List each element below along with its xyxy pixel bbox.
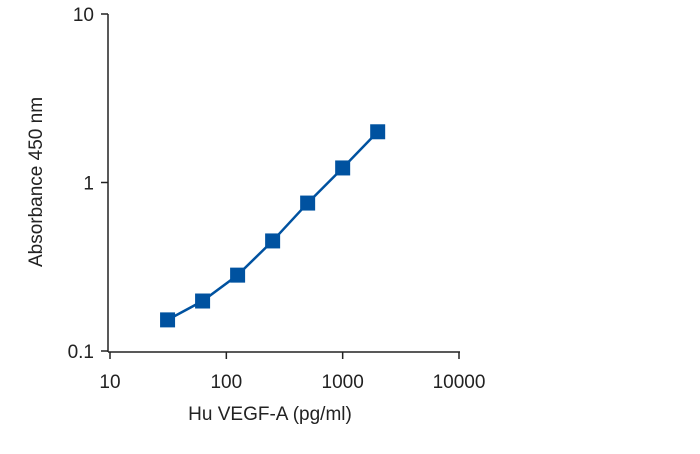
- x-tick-label: 10: [99, 372, 120, 393]
- y-tick-label: 1: [83, 174, 94, 195]
- data-point: [160, 312, 176, 328]
- data-point: [230, 267, 246, 283]
- data-point: [335, 160, 351, 176]
- y-tick-label: 10: [73, 5, 94, 26]
- x-tick-label: 10000: [433, 372, 486, 393]
- data-point: [265, 233, 281, 249]
- series-line: [166, 130, 379, 321]
- data-point: [195, 293, 211, 309]
- x-tick-label: 100: [210, 372, 242, 393]
- x-tick-label: 1000: [322, 372, 364, 393]
- y-axis-label: Absorbance 450 nm: [26, 97, 47, 267]
- y-tick-label: 0.1: [68, 342, 94, 363]
- x-axis-label: Hu VEGF-A (pg/ml): [188, 404, 352, 425]
- data-point: [370, 124, 386, 140]
- data-point: [300, 195, 316, 211]
